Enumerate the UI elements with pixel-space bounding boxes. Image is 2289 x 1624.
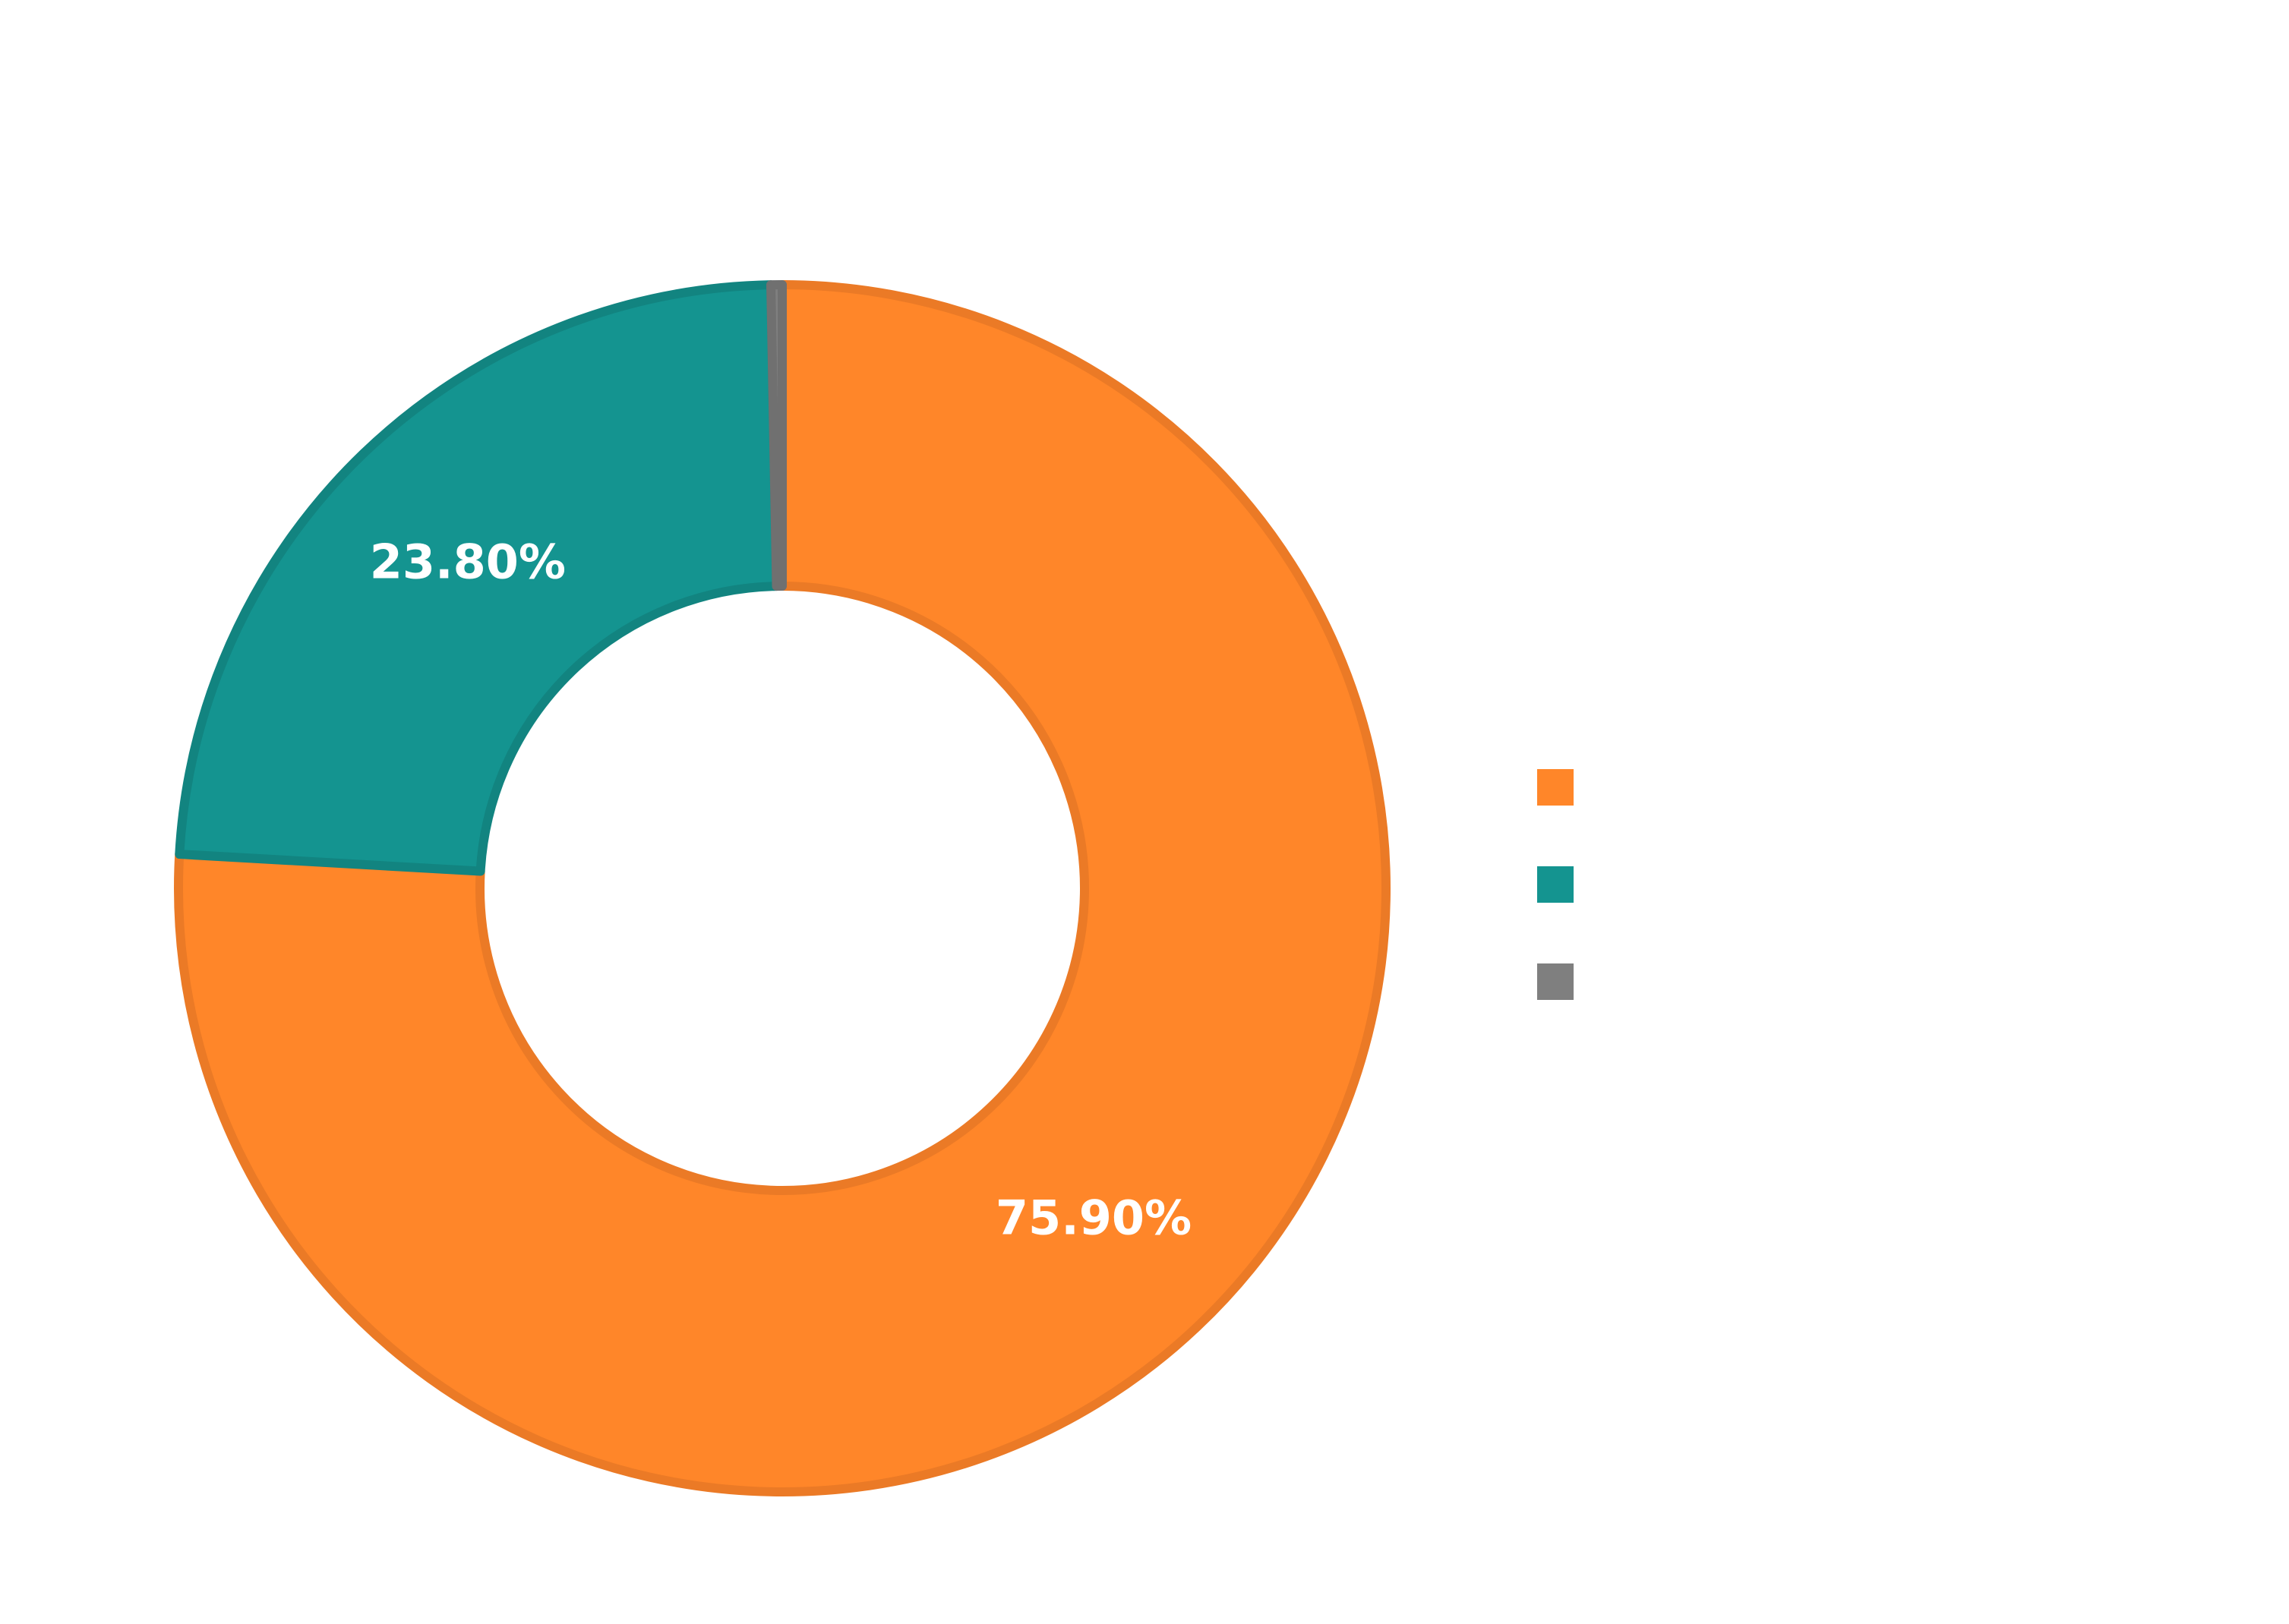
data-labels: 75.90% 23.80% (370, 534, 1192, 1245)
data-label-1: 75.90% (996, 1190, 1192, 1245)
legend-swatch-1 (1537, 769, 1574, 806)
legend-swatch-3 (1537, 963, 1574, 1000)
donut-slice-3 (766, 279, 787, 591)
legend (1537, 769, 1574, 1000)
donut-slice-2 (175, 280, 781, 876)
donut-slices (174, 279, 1391, 1496)
donut-slice-1 (174, 280, 1391, 1496)
data-label-2: 23.80% (370, 534, 566, 589)
legend-swatch-2 (1537, 866, 1574, 903)
